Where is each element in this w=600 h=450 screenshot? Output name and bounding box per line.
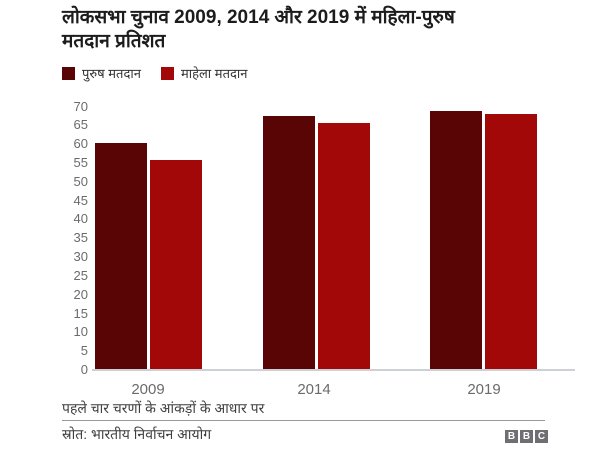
footer-divider: [62, 420, 545, 421]
y-tick-label-10: 10: [73, 324, 88, 340]
chart-title-line1: लोकसभा चुनाव 2009, 2014 और 2019 में महिल…: [62, 7, 455, 28]
bar-2019-female: [485, 113, 537, 370]
y-tick-label-35: 35: [73, 230, 88, 246]
legend-label-male: पुरुष मतदान: [82, 66, 141, 81]
y-tick-label-60: 60: [73, 136, 88, 152]
x-tick-label-2019: 2019: [467, 381, 501, 398]
y-tick-label-55: 55: [73, 154, 88, 170]
y-tick-label-15: 15: [73, 305, 88, 321]
chart-title: लोकसभा चुनाव 2009, 2014 और 2019 में महिल…: [62, 6, 582, 54]
y-tick-label-45: 45: [73, 192, 88, 208]
bbc-logo-letter-0: B: [505, 430, 518, 443]
bar-2009-female: [150, 159, 202, 370]
y-tick-label-30: 30: [73, 249, 88, 265]
legend-label-female: माहेला मतदान: [180, 66, 248, 81]
footnote: पहले चार चरणों के आंकड़ों के आधार पर: [62, 400, 265, 416]
y-tick-label-40: 40: [73, 211, 88, 227]
bar-2019-male: [430, 111, 482, 370]
legend-item-male: पुरुष मतदान: [62, 64, 141, 82]
legend: पुरुष मतदान माहेला मतदान: [62, 64, 247, 82]
bbc-logo-letter-1: B: [520, 430, 533, 443]
bbc-logo-letter-2: C: [535, 430, 548, 443]
bar-2014-female: [318, 123, 370, 370]
source-text: स्रोत: भारतीय निर्वाचन आयोग: [62, 426, 212, 442]
y-tick-label-25: 25: [73, 267, 88, 283]
y-tick-label-50: 50: [73, 173, 88, 189]
y-tick-label-0: 0: [80, 362, 88, 377]
y-tick-label-20: 20: [73, 286, 88, 302]
x-axis-line: [92, 369, 575, 371]
y-tick-label-70: 70: [73, 98, 88, 114]
y-tick-label-65: 65: [73, 117, 88, 133]
x-tick-label-2009: 2009: [131, 381, 165, 398]
legend-swatch-female: [160, 66, 174, 80]
chart-title-line2: मतदान प्रतिशत: [62, 31, 166, 52]
bar-2009-male: [95, 143, 147, 370]
legend-swatch-male: [62, 66, 75, 80]
y-tick-label-5: 5: [80, 343, 88, 359]
bar-2014-male: [263, 116, 315, 370]
legend-item-female: माहेला मतदान: [160, 64, 248, 82]
x-tick-label-2014: 2014: [297, 381, 331, 398]
